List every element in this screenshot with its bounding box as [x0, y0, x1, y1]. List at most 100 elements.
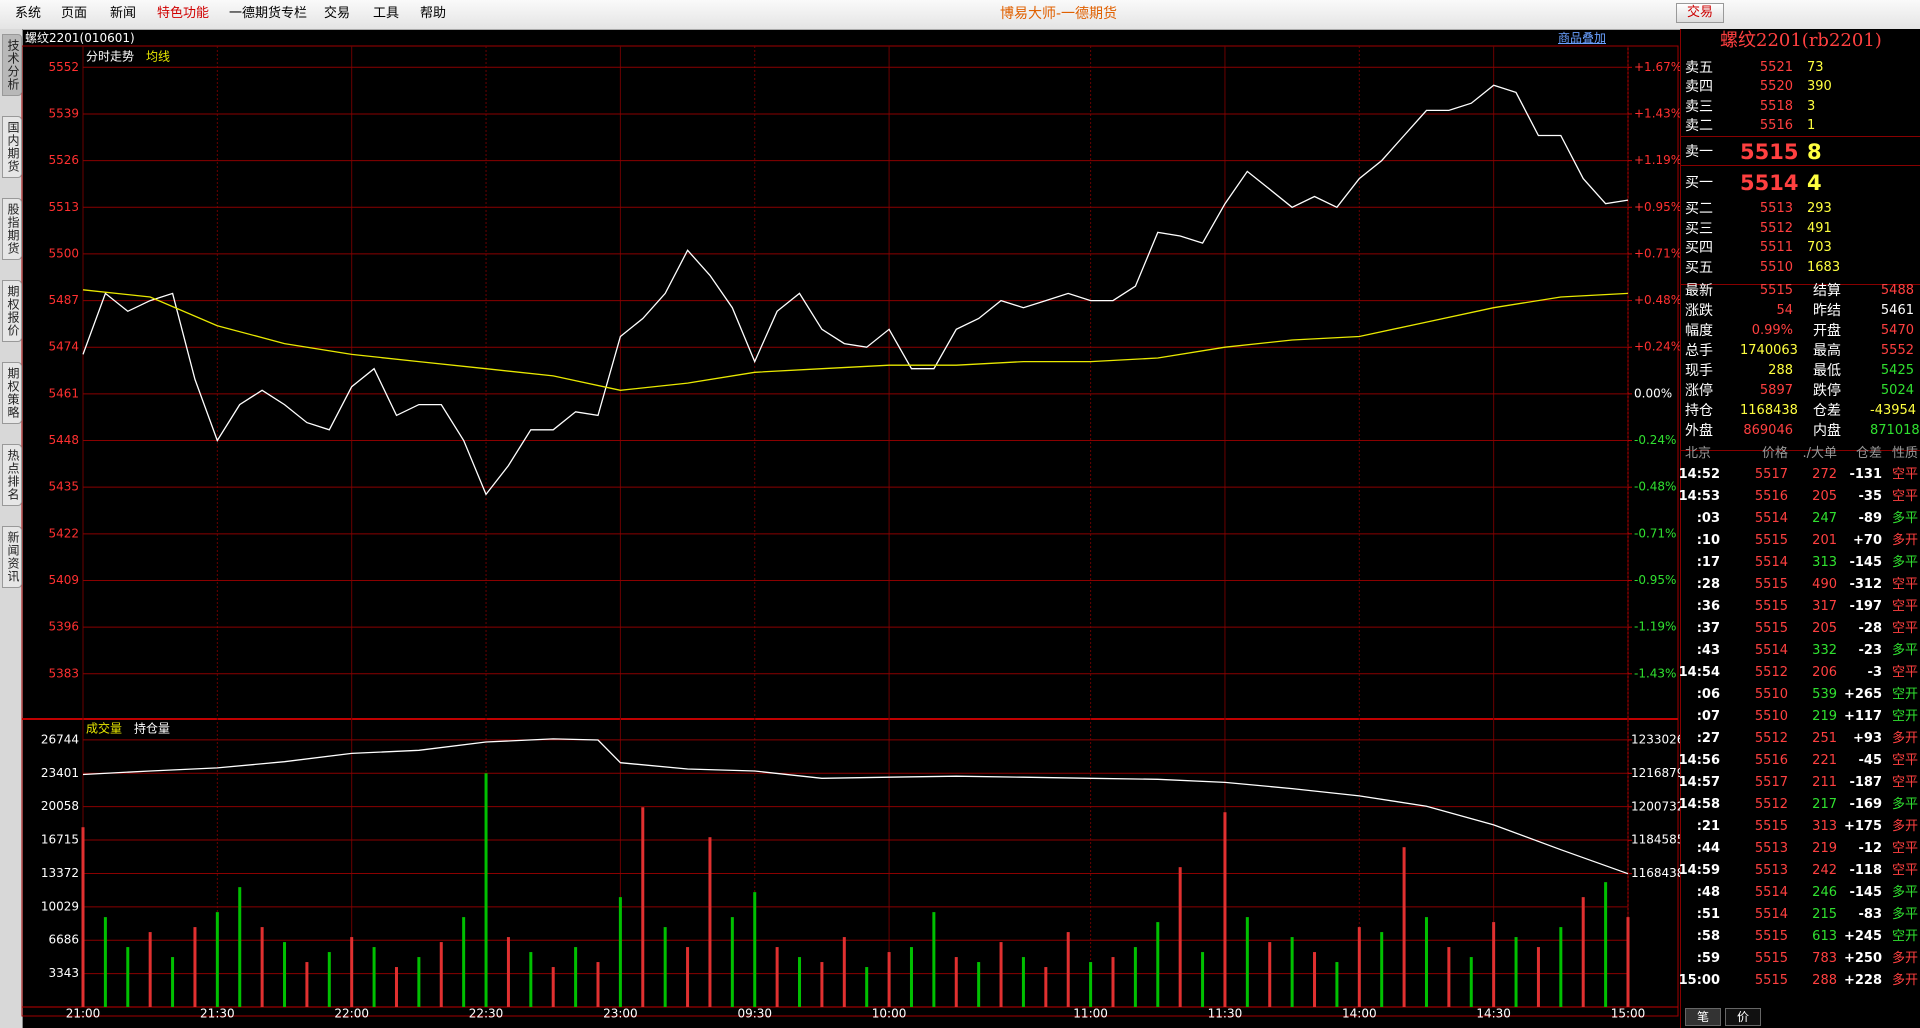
- menu-item[interactable]: 工具: [373, 6, 400, 21]
- menu-item[interactable]: 页面: [61, 6, 88, 21]
- book-price: 5510: [1759, 260, 1793, 275]
- legend-label: 均线: [146, 50, 170, 64]
- volume-bar: [462, 917, 466, 1007]
- volume-bar: [551, 967, 555, 1007]
- stat-value: -43954: [1870, 403, 1917, 418]
- menu-item[interactable]: 交易: [324, 6, 351, 21]
- y-tick-label: 5435: [48, 480, 79, 494]
- quote-panel: [1680, 29, 1920, 1028]
- tick-volume: 288: [1812, 973, 1837, 988]
- volume-bar: [529, 952, 533, 1007]
- side-tab[interactable]: 技术分析: [2, 34, 22, 96]
- volume-bar: [126, 947, 130, 1007]
- side-tab[interactable]: 新闻资讯: [2, 526, 22, 588]
- price-line: [82, 289, 1629, 391]
- book-label: 卖五: [1685, 60, 1713, 76]
- menu-item[interactable]: 一德期货专栏: [229, 6, 308, 21]
- tick-change: -23: [1858, 643, 1883, 658]
- book-volume: 1: [1807, 118, 1816, 133]
- book-volume: 4: [1807, 171, 1822, 195]
- y2-tick-label: 1168438: [1631, 866, 1680, 880]
- tick-change: -3: [1867, 665, 1882, 680]
- tick-price: 5515: [1754, 599, 1788, 614]
- tick-type: 空平: [1891, 621, 1918, 636]
- volume-bar: [1245, 917, 1249, 1007]
- tick-volume: 313: [1812, 819, 1837, 834]
- tick-change: +265: [1843, 687, 1882, 702]
- side-tab[interactable]: 期权报价: [2, 280, 22, 342]
- side-tab[interactable]: 热点排名: [2, 444, 22, 506]
- trade-button[interactable]: 交易: [1676, 3, 1725, 23]
- volume-bar: [686, 947, 690, 1007]
- book-label: 买五: [1685, 260, 1713, 276]
- stat-value: 5488: [1880, 283, 1914, 298]
- book-volume: 73: [1807, 60, 1824, 75]
- volume-bar: [171, 957, 175, 1007]
- y-tick-label: 5422: [48, 526, 79, 540]
- overlay-button[interactable]: 商品叠加: [1558, 31, 1607, 45]
- volume-bar: [1066, 932, 1070, 1007]
- x-tick-label: 09:30: [737, 1007, 772, 1021]
- y2-tick-label: -0.71%: [1634, 526, 1676, 540]
- book-volume: 491: [1807, 221, 1832, 236]
- stat-label: 昨结: [1813, 303, 1841, 319]
- bottom-tab[interactable]: 笔: [1685, 1008, 1721, 1026]
- y2-tick-label: -0.48%: [1634, 480, 1676, 494]
- tick-price: 5515: [1754, 951, 1788, 966]
- stat-label: 跌停: [1813, 383, 1841, 399]
- y2-tick-label: +0.48%: [1634, 293, 1680, 307]
- tick-volume: 490: [1812, 577, 1837, 592]
- tick-change: -45: [1858, 753, 1883, 768]
- volume-bar: [663, 927, 667, 1007]
- tick-volume: 217: [1812, 797, 1837, 812]
- book-price: 5514: [1740, 171, 1799, 195]
- volume-bar: [1021, 957, 1025, 1007]
- volume-bar: [887, 952, 891, 1007]
- tick-volume: 246: [1812, 885, 1837, 900]
- volume-bar: [1089, 962, 1093, 1007]
- volume-bar: [81, 827, 85, 1007]
- book-label: 买三: [1685, 221, 1713, 237]
- menu-item[interactable]: 帮助: [420, 6, 447, 21]
- menu-item[interactable]: 特色功能: [157, 6, 210, 21]
- volume-bar: [596, 962, 600, 1007]
- stat-label: 幅度: [1685, 323, 1713, 339]
- volume-bar: [215, 912, 219, 1007]
- book-volume: 390: [1807, 79, 1832, 94]
- tick-type: 多开: [1891, 973, 1918, 988]
- stat-value: 871018: [1870, 423, 1920, 438]
- tick-price: 5510: [1754, 709, 1788, 724]
- stat-label: 涨跌: [1685, 303, 1713, 319]
- volume-bar: [1626, 917, 1630, 1007]
- quote-title: 螺纹2201(rb2201): [1720, 30, 1882, 51]
- tick-price: 5512: [1754, 797, 1788, 812]
- menu-item[interactable]: 新闻: [110, 6, 137, 21]
- legend-label: 成交量: [86, 721, 122, 736]
- tick-change: -35: [1858, 489, 1883, 504]
- stat-value: 5552: [1880, 343, 1914, 358]
- volume-bar: [1044, 967, 1048, 1007]
- y-tick-label: 6686: [48, 933, 79, 947]
- volume-bar: [1111, 957, 1115, 1007]
- menu-item[interactable]: 系统: [15, 6, 42, 21]
- tick-change: -197: [1849, 599, 1882, 614]
- divider: [1680, 136, 1920, 137]
- volume-bar: [484, 773, 488, 1007]
- tick-volume: 272: [1812, 467, 1837, 482]
- tick-type: 空平: [1891, 753, 1918, 768]
- side-tab[interactable]: 股指期货: [2, 198, 22, 260]
- side-tab[interactable]: 国内期货: [2, 116, 22, 178]
- book-label: 买四: [1685, 240, 1713, 256]
- volume-bar: [977, 962, 981, 1007]
- bottom-tab[interactable]: 价: [1725, 1008, 1761, 1026]
- tick-change: +70: [1853, 533, 1882, 548]
- side-tab[interactable]: 期权策略: [2, 362, 22, 424]
- volume-bar: [1581, 897, 1585, 1007]
- x-tick-label: 14:00: [1342, 1007, 1377, 1021]
- volume-bar: [574, 947, 578, 1007]
- divider: [1680, 165, 1920, 166]
- tick-volume: 219: [1812, 841, 1837, 856]
- volume-bar: [1156, 922, 1160, 1007]
- volume-bar: [1536, 947, 1540, 1007]
- tick-time: :17: [1696, 555, 1720, 570]
